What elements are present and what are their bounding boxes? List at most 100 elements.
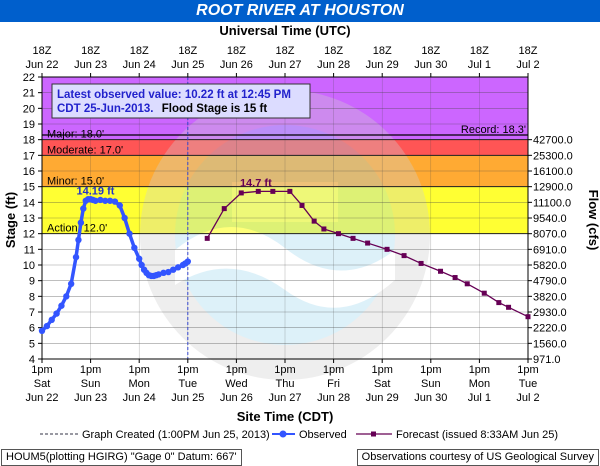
forecast-point xyxy=(204,235,210,241)
chart-title-bar: ROOT RIVER AT HOUSTON xyxy=(0,0,600,22)
forecast-point xyxy=(401,253,407,259)
x-tick-time: 1pm xyxy=(274,364,295,376)
observed-point xyxy=(72,253,80,261)
legend: Graph Created (1:00PM Jun 25, 2013) Obse… xyxy=(40,429,558,441)
flow-tick-label: 12900.0 xyxy=(533,182,573,194)
observed-point xyxy=(53,310,60,317)
x-tick-day: Sat xyxy=(374,378,391,390)
observed-point xyxy=(67,280,75,287)
flow-tick-label: 3820.0 xyxy=(533,291,567,303)
x-tick-day: Mon xyxy=(128,378,149,390)
flow-tick-label: 2220.0 xyxy=(533,323,567,335)
observed-point xyxy=(184,258,191,265)
top-tick-date: Jul 1 xyxy=(468,59,491,71)
flow-tick-label: 971.0 xyxy=(533,354,561,366)
latest-date: CDT 25-Jun-2013. xyxy=(57,103,154,115)
top-tick-time: 18Z xyxy=(81,45,100,57)
observed-point xyxy=(92,197,99,204)
flow-tick-label: 6910.0 xyxy=(533,244,567,256)
observed-point xyxy=(165,268,172,276)
noaa-watermark xyxy=(140,90,430,380)
x-tick-day: Sun xyxy=(81,378,101,390)
forecast-point xyxy=(481,290,487,296)
x-tick-date: Jul 1 xyxy=(468,392,491,404)
forecast-point xyxy=(270,188,276,194)
x-tick-date: Jun 24 xyxy=(123,392,156,404)
observed-point xyxy=(116,202,123,209)
forecast-point xyxy=(311,218,317,224)
top-tick-date: Jun 25 xyxy=(171,59,204,71)
gage-datum-note: HOUM5(plotting HGIRG) "Gage 0" Datum: 66… xyxy=(1,449,242,466)
y-tick-label: 6 xyxy=(29,323,35,335)
flow-tick-label: 4790.0 xyxy=(533,276,567,288)
observed-point xyxy=(131,244,138,251)
y-tick-label: 17 xyxy=(23,150,35,162)
top-tick-time: 18Z xyxy=(421,45,440,57)
observed-point xyxy=(155,271,162,278)
x-tick-date: Jun 25 xyxy=(171,392,204,404)
x-tick-date: Jul 2 xyxy=(516,392,539,404)
flow-tick-label: 8070.0 xyxy=(533,229,567,241)
flow-tick-label: 16100.0 xyxy=(533,166,573,178)
flood-label-minor: Minor: 15.0' xyxy=(47,176,104,188)
observed-point xyxy=(63,293,70,300)
observed-point xyxy=(160,269,167,277)
forecast-point xyxy=(506,304,512,310)
forecast-point xyxy=(321,226,327,232)
band-moderate xyxy=(42,139,528,156)
flood-label-moderate: Moderate: 17.0' xyxy=(47,144,123,156)
y-tick-label: 8 xyxy=(29,291,35,303)
top-tick-date: Jun 29 xyxy=(366,59,399,71)
top-tick-time: 18Z xyxy=(178,45,197,57)
forecast-point xyxy=(335,231,341,237)
x-tick-time: 1pm xyxy=(420,364,441,376)
y-tick-label: 15 xyxy=(23,182,35,194)
top-tick-time: 18Z xyxy=(470,45,489,57)
forecast-point xyxy=(464,281,470,287)
x-tick-date: Jun 22 xyxy=(25,392,58,404)
top-tick-time: 18Z xyxy=(373,45,392,57)
observed-point xyxy=(101,197,109,204)
observation-credit: Observations courtesy of US Geological S… xyxy=(356,449,599,466)
y-tick-label: 7 xyxy=(29,307,35,319)
flow-tick-label: 1560.0 xyxy=(533,338,567,350)
forecast-point xyxy=(438,268,444,274)
observed-point xyxy=(170,266,177,273)
flow-tick-label: 11100.0 xyxy=(533,197,571,209)
x-tick-date: Jun 26 xyxy=(220,392,253,404)
y-tick-label: 10 xyxy=(23,260,35,272)
top-tick-time: 18Z xyxy=(324,45,343,57)
top-tick-date: Jun 22 xyxy=(25,59,58,71)
x-tick-time: 1pm xyxy=(226,364,247,376)
x-tick-day: Thu xyxy=(276,378,295,390)
x-tick-time: 1pm xyxy=(31,364,52,376)
forecast-point xyxy=(255,188,261,194)
forecast-point xyxy=(384,246,390,252)
top-tick-date: Jun 30 xyxy=(414,59,447,71)
observed-point xyxy=(138,261,145,269)
y-tick-label: 5 xyxy=(29,338,35,350)
observed-point xyxy=(48,316,55,324)
top-tick-date: Jun 27 xyxy=(268,59,301,71)
forecast-point xyxy=(365,240,371,246)
forecast-point xyxy=(418,260,424,266)
left-axis-title: Stage (ft) xyxy=(3,192,18,248)
x-tick-time: 1pm xyxy=(323,364,344,376)
flow-tick-label: 25300.0 xyxy=(533,150,573,162)
latest-line-2: CDT 25-Jun-2013. Flood Stage is 15 ft xyxy=(57,103,267,115)
x-tick-date: Jun 28 xyxy=(317,392,350,404)
top-tick-date: Jun 26 xyxy=(220,59,253,71)
right-axis-title: Flow (cfs) xyxy=(586,190,600,251)
y-tick-label: 20 xyxy=(23,103,35,115)
y-tick-label: 12 xyxy=(23,229,35,241)
x-tick-time: 1pm xyxy=(371,364,392,376)
x-tick-date: Jun 27 xyxy=(268,392,301,404)
y-tick-label: 19 xyxy=(23,119,35,131)
flow-tick-label: 42700.0 xyxy=(533,135,573,147)
x-tick-day: Sat xyxy=(34,378,51,390)
forecast-line xyxy=(206,190,529,318)
observed-point xyxy=(38,327,46,334)
top-axis-title: Universal Time (UTC) xyxy=(219,23,350,38)
y-tick-label: 4 xyxy=(29,354,35,366)
y-tick-label: 13 xyxy=(23,213,35,225)
